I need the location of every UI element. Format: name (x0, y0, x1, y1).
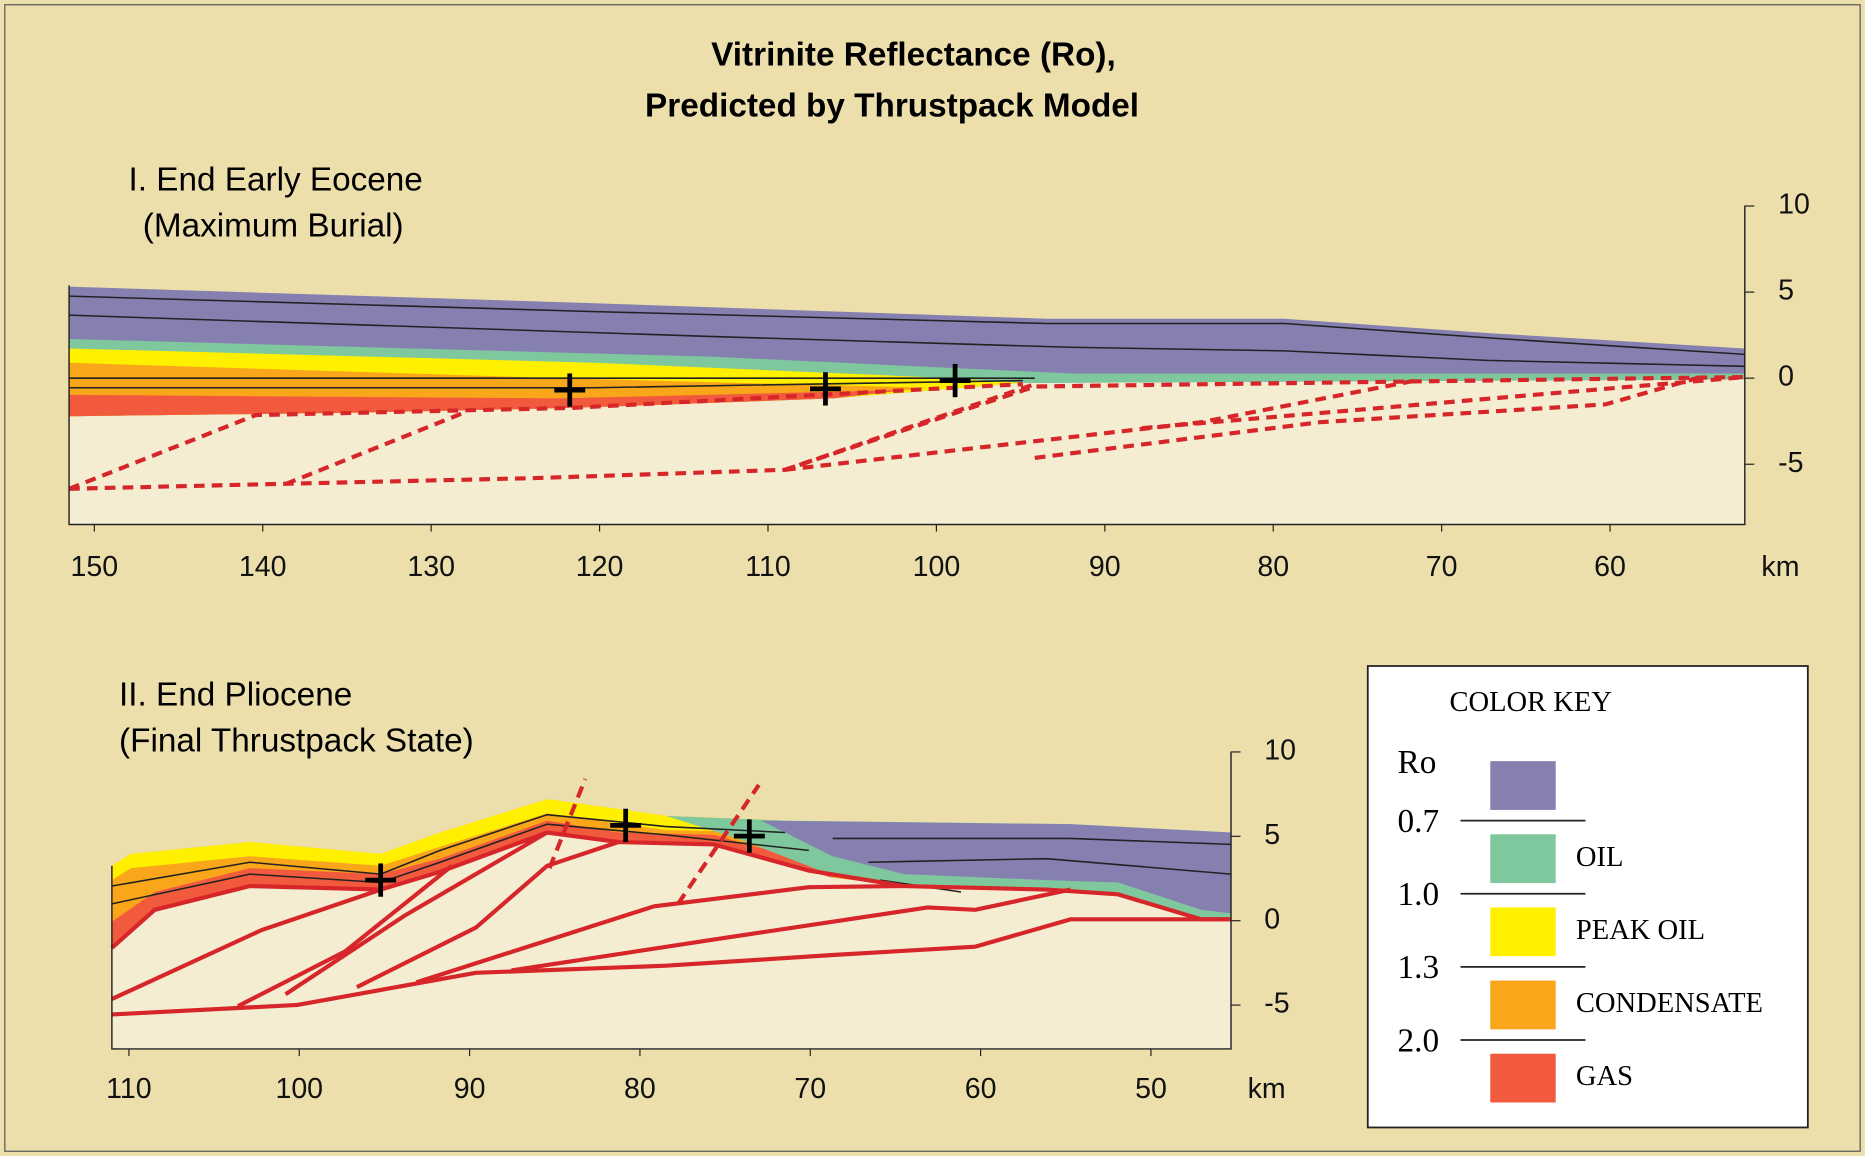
panel-title: II. End Pliocene (119, 676, 352, 713)
x-tick-label: 120 (576, 551, 624, 583)
legend-label: GAS (1576, 1061, 1633, 1092)
y-tick-label: 10 (1264, 734, 1296, 766)
legend: COLOR KEY Ro OIL PEAK OIL CONDENSATE GAS 0.7… (1368, 666, 1808, 1127)
x-tick-label: 90 (1089, 551, 1121, 583)
y-tick-label: 0 (1778, 361, 1794, 393)
legend-label: OIL (1576, 842, 1624, 873)
legend-threshold: 1.0 (1398, 876, 1440, 913)
x-tick-label: 70 (1426, 551, 1458, 583)
panel-title: I. End Early Eocene (129, 161, 423, 198)
x-tick-label: 100 (913, 551, 961, 583)
x-tick-label: 80 (624, 1073, 656, 1105)
legend-label: PEAK OIL (1576, 915, 1705, 946)
legend-title: COLOR KEY (1449, 687, 1611, 718)
panel-subtitle: (Final Thrustpack State) (119, 723, 474, 760)
x-tick-label: 100 (275, 1073, 323, 1105)
x-tick-label: 60 (1594, 551, 1626, 583)
y-tick-label: 10 (1778, 189, 1810, 221)
diagram: Vitrinite Reflectance (Ro), Predicted by… (0, 0, 1865, 1156)
x-tick-label: 130 (407, 551, 455, 583)
x-tick-label: 60 (965, 1073, 997, 1105)
legend-swatch (1490, 834, 1555, 883)
x-tick-label: 90 (454, 1073, 486, 1105)
y-tick-label: 5 (1778, 275, 1794, 307)
x-unit: km (1248, 1073, 1286, 1105)
x-tick-label: 50 (1135, 1073, 1167, 1105)
y-tick-label: 0 (1264, 903, 1280, 935)
y-tick-label: -5 (1264, 988, 1289, 1020)
legend-swatch (1490, 981, 1555, 1030)
legend-threshold: 0.7 (1398, 803, 1440, 840)
x-tick-label: 110 (745, 551, 791, 583)
y-tick-label: -5 (1778, 447, 1803, 479)
x-tick-label: 110 (106, 1073, 152, 1105)
x-tick-label: 80 (1257, 551, 1289, 583)
legend-swatch (1490, 1054, 1555, 1103)
legend-label: CONDENSATE (1576, 988, 1763, 1019)
x-unit: km (1761, 551, 1799, 583)
x-tick-label: 140 (239, 551, 287, 583)
legend-threshold: 1.3 (1398, 949, 1440, 986)
x-tick-label: 70 (794, 1073, 826, 1105)
legend-swatch (1490, 907, 1555, 956)
y-tick-label: 5 (1264, 819, 1280, 851)
title: Predicted by Thrustpack Model (645, 88, 1139, 125)
x-tick-label: 150 (71, 551, 119, 583)
legend-swatch (1490, 761, 1555, 810)
legend-threshold: 2.0 (1398, 1022, 1440, 1059)
title: Vitrinite Reflectance (Ro), (711, 36, 1116, 73)
legend-parameter: Ro (1398, 744, 1437, 781)
panel-subtitle: (Maximum Burial) (143, 208, 404, 245)
